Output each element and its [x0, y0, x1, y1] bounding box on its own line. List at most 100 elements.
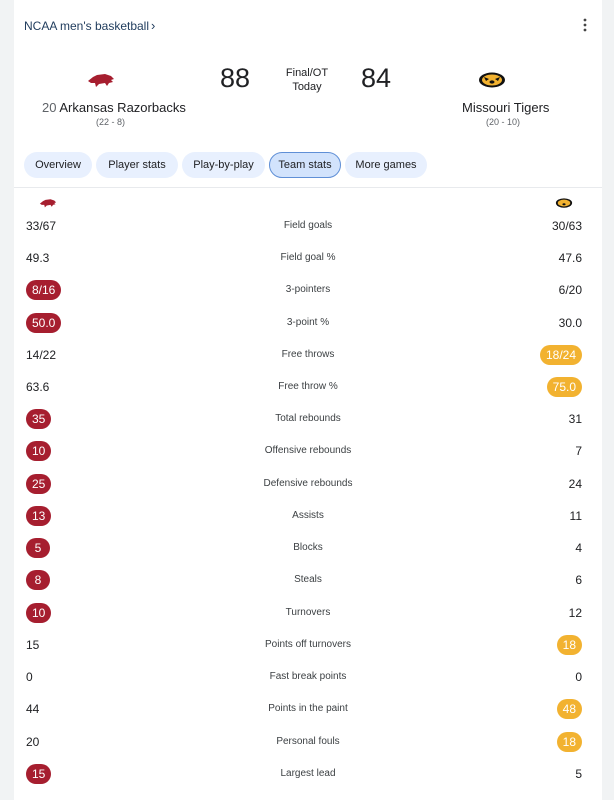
away-stat-value: 30.0	[558, 316, 582, 330]
tab-overview[interactable]: Overview	[24, 152, 92, 178]
stat-label: 3-pointers	[285, 284, 331, 295]
home-stat-value: 20	[26, 735, 40, 749]
stat-label: Free throw %	[278, 381, 338, 392]
stat-label: Turnovers	[285, 607, 331, 618]
away-stat-value: 12	[568, 606, 582, 620]
away-stat-value: 7	[575, 444, 582, 458]
tab-more-games[interactable]: More games	[345, 152, 427, 178]
stat-row: 49.3 Field goal % 47.6	[14, 248, 602, 268]
stat-label: Defensive rebounds	[263, 478, 353, 489]
game-status: Final/OT Today	[277, 66, 337, 94]
stat-row: 20 Personal fouls 18	[14, 732, 602, 752]
stat-row: 10 Offensive rebounds 7	[14, 441, 602, 461]
away-stat-value: 47.6	[558, 251, 582, 265]
home-stat-value: 15	[26, 638, 40, 652]
stat-label: Largest lead	[280, 768, 336, 779]
away-stat-value: 5	[575, 767, 582, 781]
stat-row: 14/22 Free throws 18/24	[14, 345, 602, 365]
game-card: NCAA men's basketball › 88 Final/OT Today…	[14, 0, 602, 800]
stat-row: 10 Turnovers 12	[14, 603, 602, 623]
home-stat-value: 35	[26, 409, 52, 429]
stat-label: 3-point %	[286, 317, 330, 328]
stat-label: Offensive rebounds	[264, 445, 352, 456]
tiger-mini-logo-icon	[555, 195, 573, 213]
away-stat-value: 0	[575, 670, 582, 684]
home-stat-value: 33/67	[26, 219, 57, 233]
away-stat-value: 18	[556, 732, 582, 752]
away-stat-value: 18/24	[539, 345, 582, 365]
stat-label: Free throws	[281, 349, 335, 360]
away-stat-value: 24	[568, 477, 582, 491]
stat-row: 33/67 Field goals 30/63	[14, 216, 602, 236]
away-stat-value: 31	[568, 412, 582, 426]
more-options-button[interactable]	[582, 18, 588, 35]
stat-label: Steals	[294, 574, 322, 585]
home-record: (22 - 8)	[96, 117, 126, 127]
away-name: Missouri Tigers	[462, 100, 550, 115]
away-stat-value: 6	[575, 573, 582, 587]
home-stat-value: 63.6	[26, 380, 50, 394]
stat-label: Personal fouls	[276, 736, 340, 747]
home-stat-value: 0	[26, 670, 33, 684]
league-label: NCAA men's basketball	[24, 19, 150, 33]
home-rank: 20	[42, 100, 57, 115]
stat-label: Fast break points	[269, 671, 347, 682]
home-stat-value: 25	[26, 474, 52, 494]
tab-team-stats[interactable]: Team stats	[269, 152, 341, 178]
divider	[14, 187, 602, 188]
stat-row: 5 Blocks 4	[14, 538, 602, 558]
home-stat-value: 8	[26, 570, 50, 590]
stat-label: Points in the paint	[268, 703, 348, 714]
home-stat-value: 44	[26, 702, 40, 716]
tab-bar: Overview Player stats Play-by-play Team …	[24, 152, 427, 178]
stat-row: 8/16 3-pointers 6/20	[14, 280, 602, 300]
home-name: Arkansas Razorbacks	[59, 100, 186, 115]
home-stat-value: 8/16	[26, 280, 62, 300]
away-stat-value: 30/63	[551, 219, 582, 233]
away-score: 84	[361, 63, 392, 93]
away-stat-value: 6/20	[558, 283, 582, 297]
stat-row: 44 Points in the paint 48	[14, 699, 602, 719]
stat-label: Assists	[292, 510, 324, 521]
home-team-name[interactable]: 20 Arkansas Razorbacks	[42, 100, 186, 115]
home-stat-value: 15	[26, 764, 52, 784]
home-stat-value: 5	[26, 538, 50, 558]
stat-label: Field goals	[283, 220, 333, 231]
stat-label: Field goal %	[280, 252, 336, 263]
stat-row: 35 Total rebounds 31	[14, 409, 602, 429]
away-team-name[interactable]: Missouri Tigers	[462, 100, 549, 115]
vertical-dots-icon	[583, 18, 587, 32]
game-date: Today	[292, 81, 322, 93]
league-link[interactable]: NCAA men's basketball ›	[24, 18, 155, 33]
stat-row: 15 Points off turnovers 18	[14, 635, 602, 655]
stat-label: Total rebounds	[275, 413, 341, 424]
stat-row: 13 Assists 11	[14, 506, 602, 526]
razorback-mini-logo-icon	[39, 195, 57, 213]
stat-row: 50.0 3-point % 30.0	[14, 313, 602, 333]
tab-player-stats[interactable]: Player stats	[96, 152, 178, 178]
stat-label: Blocks	[293, 542, 323, 553]
home-stat-value: 10	[26, 441, 52, 461]
stat-row: 63.6 Free throw % 75.0	[14, 377, 602, 397]
away-stat-value: 75.0	[546, 377, 582, 397]
home-score: 88	[220, 63, 251, 93]
away-record: (20 - 10)	[486, 117, 521, 127]
home-stat-value: 10	[26, 603, 52, 623]
away-stat-value: 11	[569, 509, 582, 523]
stat-label: Points off turnovers	[265, 639, 351, 650]
stat-row: 0 Fast break points 0	[14, 667, 602, 687]
home-stat-value: 14/22	[26, 348, 57, 362]
tiger-logo-icon[interactable]	[478, 72, 506, 93]
status-text: Final/OT	[285, 67, 329, 79]
stat-row: 25 Defensive rebounds 24	[14, 474, 602, 494]
tab-play-by-play[interactable]: Play-by-play	[182, 152, 265, 178]
stat-row: 15 Largest lead 5	[14, 764, 602, 784]
away-stat-value: 18	[556, 635, 582, 655]
chevron-right-icon: ›	[151, 18, 156, 33]
razorback-logo-icon[interactable]	[87, 72, 115, 93]
stat-row: 8 Steals 6	[14, 570, 602, 590]
home-stat-value: 49.3	[26, 251, 50, 265]
away-stat-value: 48	[556, 699, 582, 719]
home-stat-value: 50.0	[26, 313, 62, 333]
away-stat-value: 4	[575, 541, 582, 555]
